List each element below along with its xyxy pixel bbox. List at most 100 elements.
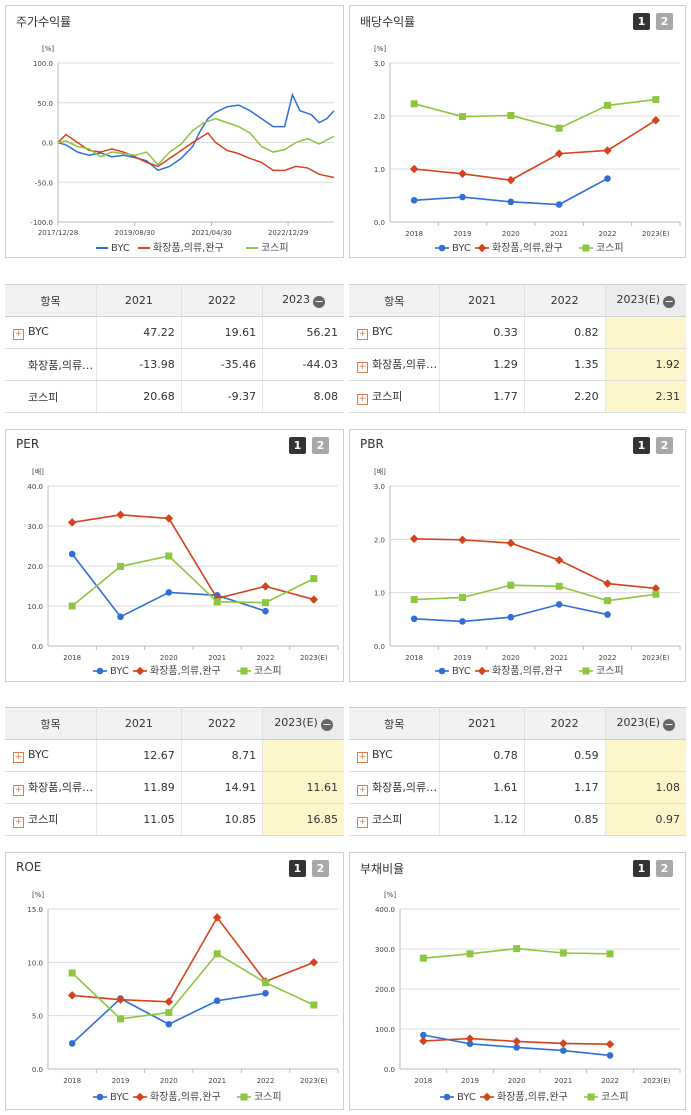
table-row: + 코스피 1.12 0.85 0.97: [349, 803, 686, 836]
table-header-row: 항목 2021 2022 2023(E) −: [349, 707, 686, 740]
data-point: [419, 1036, 428, 1046]
table-row: 코스피 20.68 -9.37 8.08: [5, 380, 344, 413]
data-point: [512, 1037, 521, 1046]
data-point: [135, 666, 145, 676]
data-point: [507, 613, 515, 621]
table-cell: 0.85: [524, 803, 606, 836]
data-point: [466, 1040, 474, 1048]
table-cell: 2.31: [605, 380, 686, 413]
data-point: [458, 169, 467, 179]
data-point: [582, 244, 590, 252]
per-chart: [배] 40.0 30.0 20.0 10.0 0.0 2018 2019 2020 2021 20…: [27, 467, 339, 677]
expand-icon[interactable]: +: [13, 817, 24, 828]
table-cell: 1.61: [439, 771, 525, 804]
panel-title: 배당수익률: [360, 15, 416, 29]
data-point: [135, 1092, 145, 1102]
x-tick-label: 2021: [550, 654, 568, 662]
page-1-button[interactable]: 1: [289, 437, 306, 454]
expand-icon[interactable]: +: [357, 752, 368, 763]
expand-icon[interactable]: +: [357, 394, 368, 405]
page-2-button[interactable]: 2: [656, 860, 673, 877]
page-2-button[interactable]: 2: [656, 437, 673, 454]
table-row: 화장품,의류,완구-13.98-35.46-44.03: [5, 348, 344, 381]
dividend-yield-table: 항목202120222023(E)−+BYC0.330.82+화장품,의류,완구…: [349, 284, 686, 413]
stock-return-panel: 주가수익률 [%] 100.0 50.0 0.0 -50.0 -100.0 2017/12/…: [5, 5, 344, 258]
y-tick-label: 50.0: [37, 100, 53, 108]
column-header: 2021: [96, 707, 182, 740]
data-point: [117, 613, 124, 621]
pbr-table: 항목202120222023(E)−+BYC0.780.59+화장품,의류,완구…: [349, 707, 686, 836]
expand-icon[interactable]: +: [13, 329, 24, 340]
pbr-chart: [배] 3.0 2.0 1.0 0.0 2018 2019 2020 2021 2022 2023(…: [374, 467, 681, 677]
panel-title: PBR: [360, 437, 384, 451]
x-tick-label: 2023(E): [643, 1077, 671, 1085]
table-row: + BYC 12.67 8.71: [5, 739, 344, 772]
table-cell: 1.17: [524, 771, 606, 804]
series-line: [414, 119, 657, 181]
x-tick-label: 2017/12/28: [38, 229, 78, 237]
data-point: [482, 1092, 492, 1102]
roe-chart: [%] 15.0 10.0 5.0 0.0 2018 2019 2020 2021 2022 202…: [27, 891, 339, 1103]
legend-label: BYC: [452, 666, 471, 677]
row-label: + 코스피: [349, 803, 441, 836]
row-label: + 코스피: [349, 380, 441, 413]
y-tick-label: 2.0: [374, 113, 385, 121]
series-line: [414, 584, 656, 602]
y-tick-label: 200.0: [375, 986, 395, 994]
data-point: [117, 1015, 124, 1023]
unit-label: [배]: [32, 467, 44, 476]
unit-label: [%]: [374, 45, 386, 53]
y-tick-label: 0.0: [32, 643, 43, 651]
series-line: [72, 916, 315, 1003]
table-row: + BYC 0.78 0.59: [349, 739, 686, 772]
x-tick-label: 2018: [405, 230, 423, 238]
series-line: [413, 98, 656, 130]
y-tick-label: 0.0: [384, 1066, 395, 1074]
page-2-button[interactable]: 2: [312, 437, 329, 454]
table-cell: 20.68: [96, 380, 182, 413]
data-point: [240, 667, 248, 675]
column-header: 2022: [524, 284, 606, 317]
page-1-button[interactable]: 1: [633, 13, 650, 30]
page-1-button[interactable]: 1: [633, 860, 650, 877]
x-tick-label: 2022: [257, 1077, 275, 1085]
collapse-icon[interactable]: −: [663, 295, 676, 308]
data-point: [165, 589, 173, 596]
data-point: [213, 598, 221, 606]
table-header-row: 항목 2021 2022 2023−: [5, 284, 344, 317]
table-cell: 19.61: [181, 316, 264, 349]
dividend-yield-panel: 배당수익률 1 2 [%] 3.0 2.0 1.0 0.0 2018 2019 2020 202…: [349, 5, 686, 258]
expand-icon[interactable]: +: [357, 329, 368, 340]
expand-icon[interactable]: +: [13, 785, 24, 796]
page-2-button[interactable]: 2: [312, 860, 329, 877]
x-tick-label: 2018: [405, 654, 423, 662]
collapse-icon[interactable]: −: [320, 718, 333, 731]
y-tick-label: 0.0: [374, 643, 385, 651]
expand-icon[interactable]: +: [357, 785, 368, 796]
table-cell: -35.46: [181, 348, 264, 381]
data-point: [410, 100, 418, 108]
y-tick-label: 2.0: [374, 536, 385, 544]
page-2-button[interactable]: 2: [656, 13, 673, 30]
expand-icon[interactable]: +: [13, 752, 24, 763]
column-header: 항목: [349, 707, 441, 740]
table-cell: 11.61: [262, 771, 344, 804]
series-line: [71, 555, 315, 607]
page-1-button[interactable]: 1: [633, 437, 650, 454]
y-tick-label: 0.0: [374, 219, 385, 227]
legend-label: 코스피: [596, 242, 624, 254]
table-cell: 2.20: [524, 380, 606, 413]
expand-icon[interactable]: +: [357, 362, 368, 373]
table-cell: 1.12: [439, 803, 525, 836]
legend-label: 화장품,의류,완구: [150, 665, 221, 677]
collapse-icon[interactable]: −: [663, 718, 676, 731]
data-point: [410, 596, 418, 604]
data-point: [420, 1031, 427, 1039]
collapse-icon[interactable]: −: [313, 295, 326, 308]
page-1-button[interactable]: 1: [289, 860, 306, 877]
x-tick-label: 2022: [599, 230, 617, 238]
data-point: [96, 667, 104, 675]
data-point: [164, 514, 174, 523]
expand-icon[interactable]: +: [357, 817, 368, 828]
x-tick-label: 2019: [454, 654, 472, 662]
